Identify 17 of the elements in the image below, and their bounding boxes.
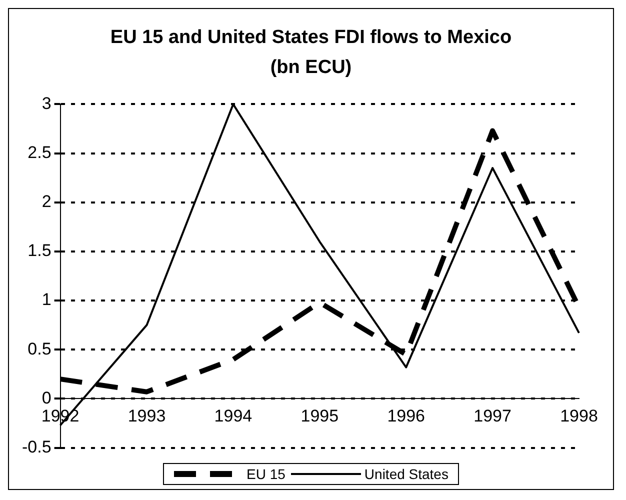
x-tick-label: 1997 bbox=[474, 406, 512, 426]
x-tick-label: 1994 bbox=[214, 406, 252, 426]
y-tick-label: 3 bbox=[42, 94, 52, 113]
x-tick-label: 1998 bbox=[560, 406, 598, 426]
y-tick-label: -0.5 bbox=[22, 437, 52, 456]
y-tick-label: 0.5 bbox=[28, 339, 52, 358]
x-tick-label: 1993 bbox=[128, 406, 166, 426]
y-tick-label: 1 bbox=[42, 290, 52, 310]
legend-label: United States bbox=[364, 466, 448, 482]
legend-label: EU 15 bbox=[246, 466, 286, 482]
y-tick-label: 2 bbox=[42, 192, 52, 212]
y-tick-label: 2.5 bbox=[28, 142, 52, 162]
x-tick-label: 1996 bbox=[387, 406, 426, 426]
y-tick-label: 0 bbox=[42, 388, 52, 408]
x-tick-label: 1995 bbox=[300, 406, 339, 426]
y-tick-label: 1.5 bbox=[28, 241, 52, 260]
chart-title: EU 15 and United States FDI flows to Mexico (bn ECU) bbox=[109, 26, 513, 80]
